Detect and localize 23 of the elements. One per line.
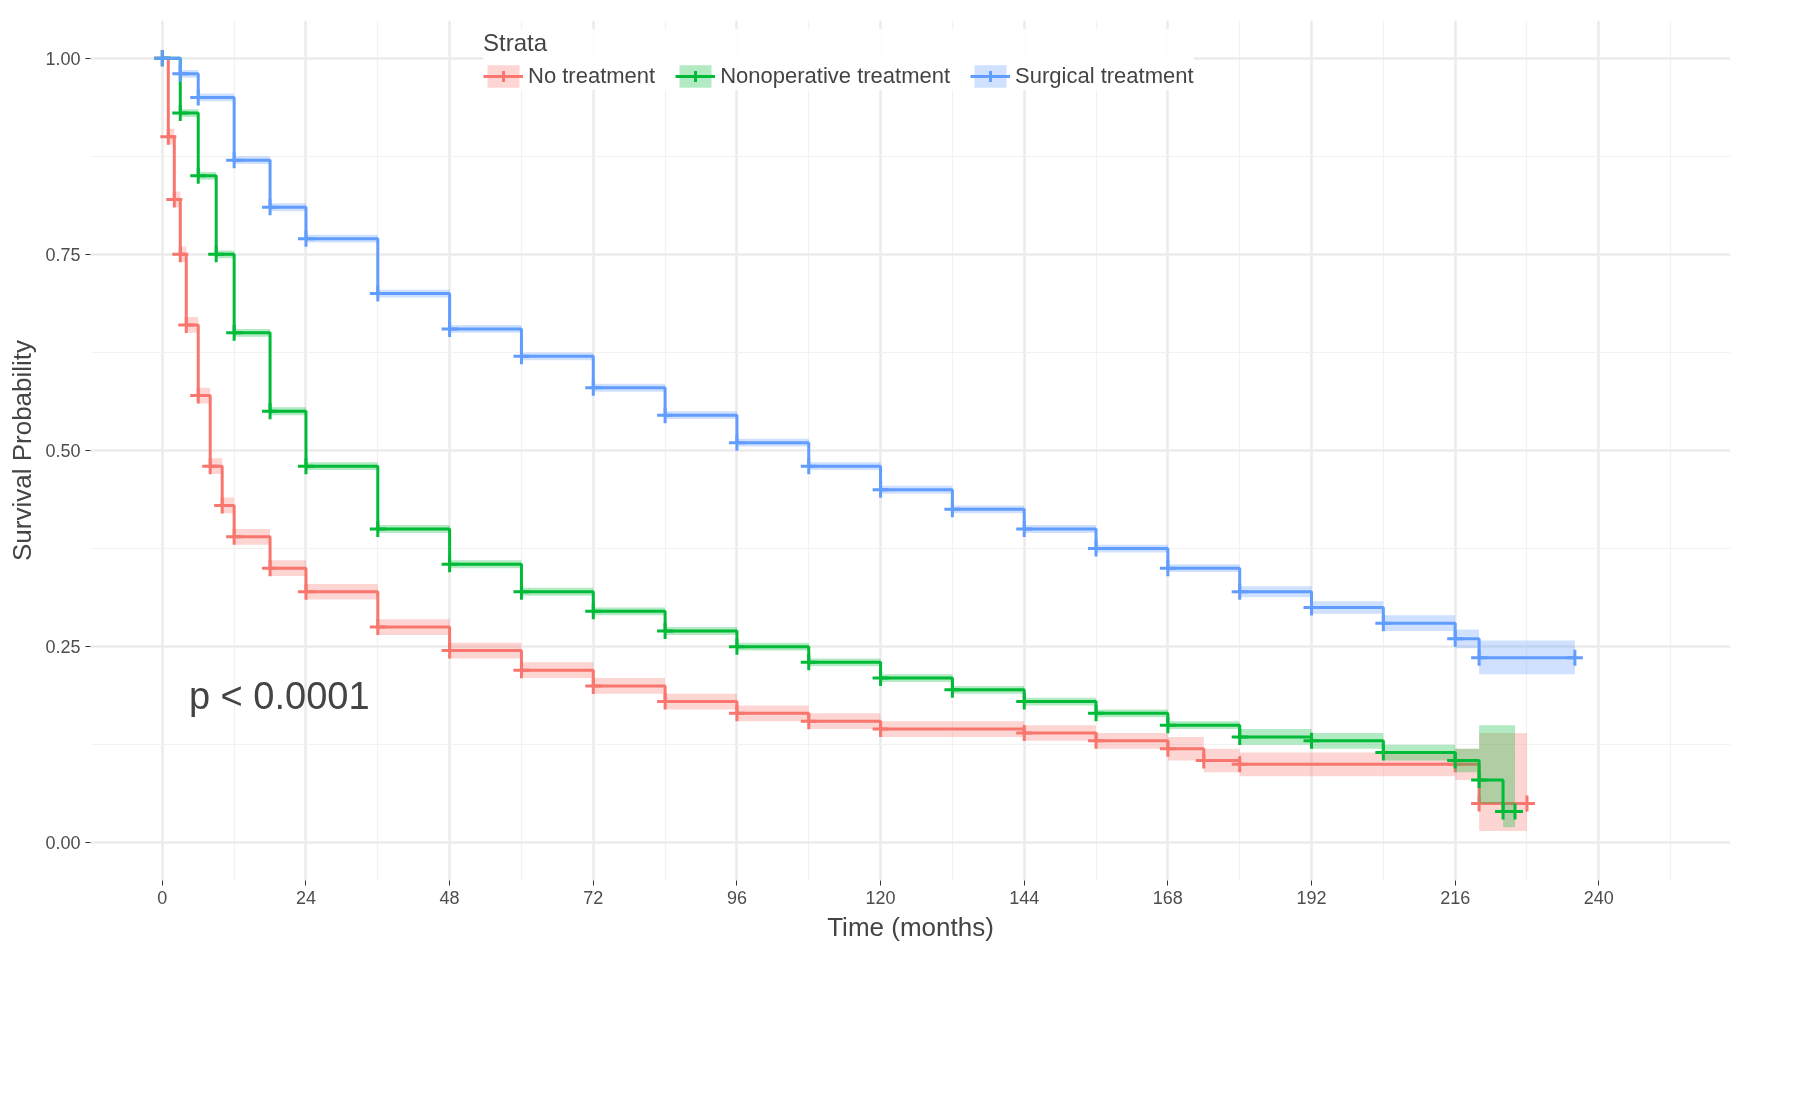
x-tick-label: 96 (726, 887, 747, 908)
x-tick-label: 120 (865, 887, 896, 908)
x-axis-title: Time (months) (827, 911, 994, 942)
legend-label: Surgical treatment (1015, 63, 1194, 89)
y-tick-label: 0.00 (45, 833, 81, 854)
x-tick-label: 48 (439, 887, 460, 908)
legend-label: Nonoperative treatment (720, 63, 951, 89)
y-tick-label: 0.75 (45, 244, 81, 265)
x-tick-label: 240 (1583, 887, 1614, 908)
legend-label: No treatment (528, 63, 656, 89)
x-tick-label: 72 (583, 887, 604, 908)
y-tick-label: 1.00 (45, 48, 81, 69)
y-tick-label: 0.25 (45, 637, 81, 658)
y-axis-title: Survival Probability (7, 339, 38, 562)
x-tick-label: 144 (1009, 887, 1040, 908)
x-tick-label: 24 (295, 887, 316, 908)
annotation: p < 0.0001 (188, 675, 370, 718)
x-tick-label: 192 (1296, 887, 1327, 908)
x-tick-label: 216 (1440, 887, 1471, 908)
x-tick-label: 0 (157, 887, 168, 908)
legend-title: Strata (483, 29, 549, 57)
y-tick-label: 0.50 (45, 441, 81, 461)
x-tick-label: 168 (1152, 887, 1183, 908)
